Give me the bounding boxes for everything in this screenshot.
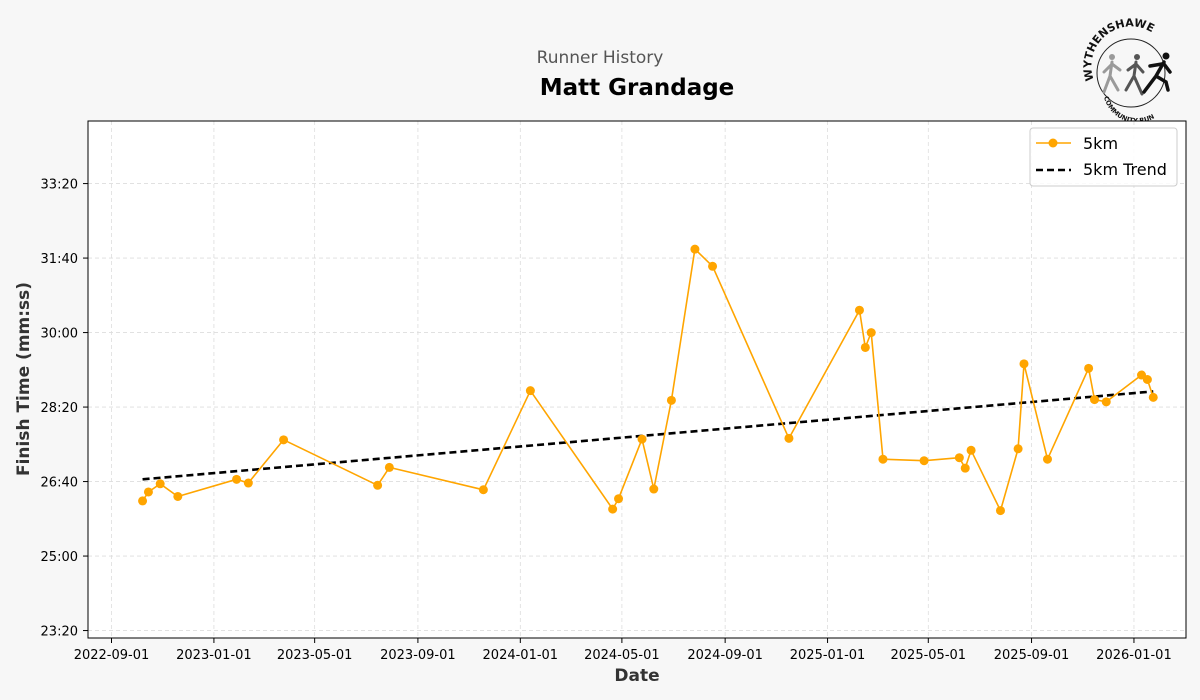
data-point-5km [866, 328, 876, 338]
y-tick-label: 30:00 [41, 327, 78, 342]
data-point-5km [995, 506, 1005, 516]
x-tick-label: 2023-09-01 [380, 648, 456, 663]
x-tick-label: 2024-05-01 [584, 648, 660, 663]
data-point-5km [138, 496, 148, 506]
data-point-5km [1019, 359, 1029, 369]
plot-area [88, 121, 1186, 638]
data-point-5km [279, 435, 289, 445]
x-tick-label: 2024-09-01 [687, 648, 763, 663]
logo-bottom-text: COMMUNITY RUN [1102, 95, 1156, 125]
data-point-5km [155, 479, 165, 489]
data-point-5km [1090, 395, 1099, 405]
x-axis-label: Date [614, 666, 659, 686]
y-axis-ticks: 23:20 25:00 26:40 28:20 30:00 31:40 33:20 [41, 178, 88, 640]
runner-figure-1 [1102, 54, 1122, 94]
x-tick-label: 2025-01-01 [790, 648, 866, 663]
5km-series [138, 244, 1158, 516]
data-point-5km [878, 454, 888, 464]
data-point-5km [690, 244, 700, 254]
chart-subtitle: Runner History [537, 48, 664, 68]
data-point-5km [708, 261, 718, 271]
data-point-5km [954, 453, 964, 463]
x-axis-ticks: 2022-09-01 2023-01-01 2023-05-01 2023-09-01… [74, 638, 1172, 663]
x-tick-label: 2023-05-01 [277, 648, 353, 663]
legend-5km-marker [1048, 138, 1058, 148]
runner-figure-3 [1142, 52, 1172, 94]
data-point-5km [1084, 363, 1094, 373]
chart-title: Matt Grandage [540, 75, 735, 101]
wythenshawe-logo: WYTHENSHAWE COMMUNITY RUN [1081, 16, 1172, 125]
runner-figure-2 [1124, 54, 1145, 96]
y-tick-label: 26:40 [41, 476, 78, 491]
data-point-5km [384, 462, 394, 472]
data-point-5km [1142, 375, 1152, 384]
data-point-5km [525, 386, 535, 396]
data-point-5km [666, 395, 676, 405]
data-point-5km [614, 494, 624, 504]
data-point-5km [608, 504, 618, 514]
data-point-5km [784, 433, 794, 443]
data-point-5km [1042, 454, 1052, 464]
svg-text:WYTHENSHAWE: WYTHENSHAWE [1081, 16, 1156, 82]
data-point-5km [232, 474, 242, 484]
data-point-5km [960, 463, 970, 473]
x-tick-label: 2024-01-01 [483, 648, 559, 663]
x-tick-label: 2023-01-01 [176, 648, 252, 663]
trend-series [142, 390, 1154, 481]
y-tick-label: 25:00 [41, 550, 78, 565]
data-point-5km [860, 342, 870, 352]
data-point-5km [1148, 392, 1158, 402]
y-tick-label: 28:20 [41, 401, 78, 416]
data-point-5km [173, 491, 183, 501]
svg-text:COMMUNITY RUN: COMMUNITY RUN [1102, 95, 1156, 125]
grid [88, 121, 1186, 638]
x-tick-label: 2025-05-01 [891, 648, 967, 663]
trend-line-5km [142, 390, 1154, 481]
x-tick-label: 2026-01-01 [1096, 648, 1172, 663]
data-point-5km [478, 485, 488, 495]
y-tick-label: 31:40 [41, 252, 78, 267]
y-tick-label: 33:20 [41, 178, 78, 193]
legend-trend-label: 5km Trend [1083, 160, 1167, 179]
data-point-5km [1101, 397, 1111, 407]
logo-top-text: WYTHENSHAWE [1081, 16, 1156, 82]
data-point-5km [854, 305, 864, 315]
data-point-5km [637, 434, 647, 444]
x-tick-label: 2022-09-01 [74, 648, 150, 663]
legend-5km-label: 5km [1083, 134, 1118, 153]
data-point-5km [919, 456, 929, 466]
x-tick-label: 2025-09-01 [994, 648, 1070, 663]
y-tick-label: 23:20 [41, 625, 78, 640]
data-point-5km [649, 484, 659, 494]
data-point-5km [966, 445, 976, 455]
data-point-5km [1013, 444, 1023, 454]
data-point-5km [143, 487, 153, 497]
data-point-5km [373, 480, 383, 490]
data-point-5km [243, 478, 253, 488]
y-axis-label: Finish Time (mm:ss) [14, 282, 34, 476]
legend: 5km 5km Trend [1029, 127, 1178, 187]
plot-frame [87, 120, 1187, 639]
